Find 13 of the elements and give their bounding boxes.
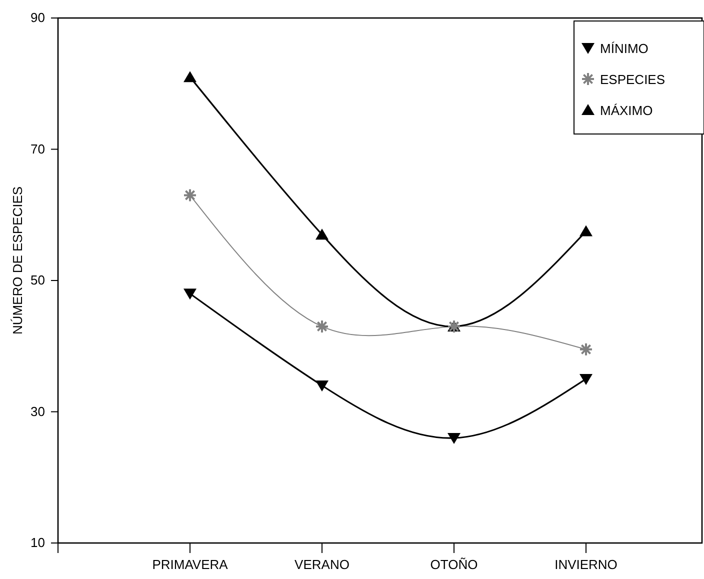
- x-tick-label: PRIMAVERA: [152, 557, 228, 572]
- y-tick-label: 50: [30, 272, 45, 288]
- y-tick-label: 90: [30, 10, 45, 26]
- legend-label: MÁXIMO: [600, 103, 653, 118]
- legend-label: MÍNIMO: [600, 41, 648, 56]
- x-tick-label: VERANO: [294, 557, 350, 572]
- y-tick-label: 10: [30, 535, 45, 550]
- y-axis-title: NÚMERO DE ESPECIES: [10, 186, 25, 335]
- y-tick-label: 70: [30, 141, 45, 156]
- x-tick-label: OTOÑO: [430, 557, 478, 572]
- legend-label: ESPECIES: [600, 72, 666, 87]
- y-tick-label: 30: [30, 404, 45, 419]
- x-tick-label: INVIERNO: [554, 557, 618, 572]
